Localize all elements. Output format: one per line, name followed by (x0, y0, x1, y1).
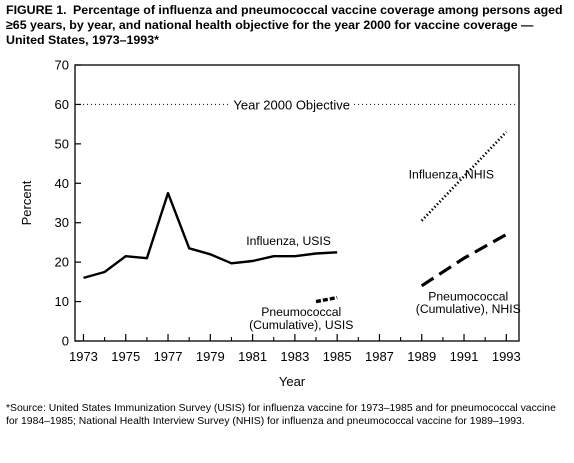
x-tick-label: 1991 (450, 349, 479, 364)
figure-label: FIGURE 1. (6, 3, 67, 17)
x-tick-label: 1993 (492, 349, 521, 364)
y-axis-ticks: 0 10 20 30 40 50 60 70 (55, 58, 81, 349)
x-tick-label: 1989 (407, 349, 436, 364)
x-tick-label: 1981 (238, 349, 267, 364)
series-annotation: Pneumococcal (261, 305, 341, 319)
y-tick-label: 10 (55, 294, 69, 309)
x-tick-label: 1979 (196, 349, 225, 364)
y-tick-label: 20 (55, 255, 69, 270)
x-tick-label: 1985 (323, 349, 352, 364)
x-tick-label: 1977 (154, 349, 183, 364)
plot-area-frame (74, 64, 520, 342)
y-tick-label: 70 (55, 58, 69, 73)
x-tick-label: 1987 (365, 349, 394, 364)
series-line-0 (83, 191, 338, 280)
x-tick-label: 1973 (69, 349, 98, 364)
series-group (83, 131, 508, 304)
reference-line-label: Year 2000 Objective (233, 97, 350, 112)
series-annotation: (Cumulative), USIS (249, 318, 353, 332)
figure-title: Percentage of influenza and pneumococcal… (6, 3, 563, 47)
x-tick-label: 1983 (280, 349, 309, 364)
series-annotation: (Cumulative), NHIS (416, 302, 521, 316)
x-tick-label: 1975 (111, 349, 140, 364)
series-annotation: Influenza, NHIS (409, 168, 494, 182)
y-tick-label: 40 (55, 176, 69, 191)
x-axis-label: Year (279, 374, 306, 389)
x-axis-ticks: 1973 1975 1977 1979 1981 1983 1985 1987 1989 1991… (69, 334, 521, 364)
chart-svg: 0 10 20 30 40 50 60 70 1973 1975 1977 1979 1981 1983… (19, 58, 521, 390)
y-tick-label: 0 (62, 334, 69, 349)
y-tick-label: 50 (55, 136, 69, 151)
series-annotation: Pneumococcal (428, 289, 508, 303)
annotation-group: Influenza, USISPneumococcal(Cumulative),… (246, 168, 520, 332)
reference-line-group: Year 2000 Objective (83, 97, 517, 112)
series-annotation: Influenza, USIS (246, 234, 331, 248)
figure-title-block: FIGURE 1. Percentage of influenza and pn… (6, 3, 566, 48)
y-tick-label: 60 (55, 97, 69, 112)
footnote: *Source: United States Immunization Surv… (6, 403, 556, 427)
series-line-3 (420, 233, 508, 288)
y-axis-label: Percent (19, 180, 34, 225)
y-tick-label: 30 (55, 215, 69, 230)
series-line-1 (315, 295, 338, 304)
